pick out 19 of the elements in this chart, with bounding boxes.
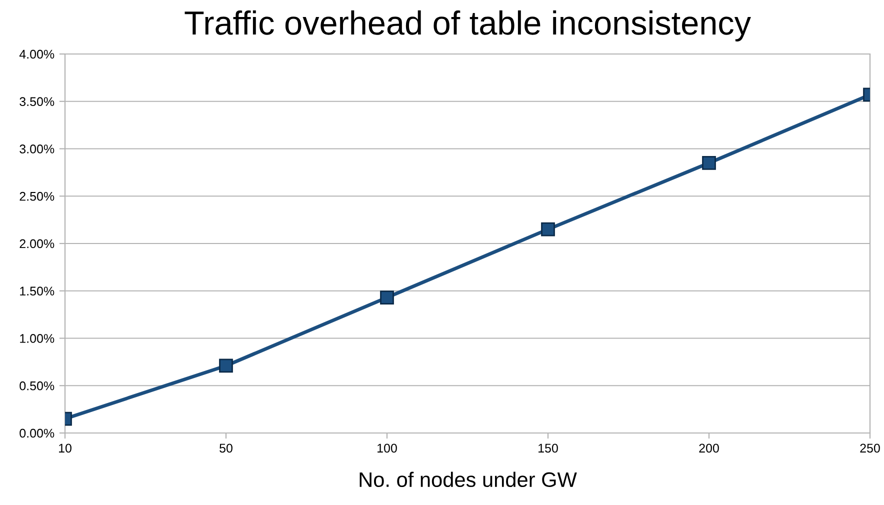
point — [380, 290, 394, 304]
chart-title: Traffic overhead of table inconsistency — [184, 10, 751, 42]
x-axis-title: No. of nodes under GW — [360, 472, 577, 488]
y-tick-label: 1.50% — [20, 286, 54, 296]
y-tick-label: 2.00% — [20, 239, 54, 248]
y-tick-label: 3.50% — [20, 97, 54, 106]
y-tick-label: 0.00% — [20, 428, 54, 438]
y-tick-label: 4.00% — [19, 50, 54, 59]
x-tick-label: 200 — [699, 444, 719, 453]
point — [541, 222, 555, 236]
x-tick-label: 150 — [538, 444, 558, 453]
x-tick-label: 100 — [378, 444, 397, 453]
y-tick-label: 1.00% — [20, 334, 54, 343]
y-tick-label: 2.50% — [20, 192, 54, 201]
y-tick-label: 3.00% — [20, 144, 54, 154]
x-tick-label: 10 — [59, 444, 72, 453]
y-tick-label: 0.50% — [20, 381, 54, 390]
x-tick-label: 250 — [860, 444, 880, 453]
x-tick-label: 50 — [220, 444, 232, 453]
